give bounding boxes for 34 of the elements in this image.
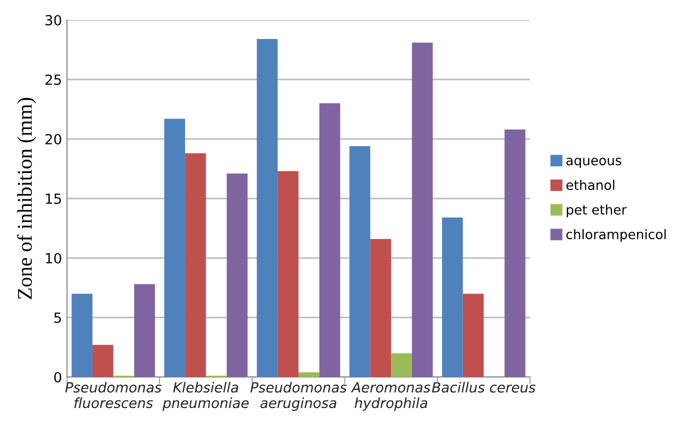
bar xyxy=(92,344,114,377)
x-tick-label: Pseudomonas fluorescens xyxy=(65,382,162,408)
y-tick-label: 10 xyxy=(46,252,62,264)
y-tick-label: 30 xyxy=(46,14,62,26)
legend-label: pet ether xyxy=(566,204,627,218)
bar xyxy=(298,372,320,377)
y-tick-label: 25 xyxy=(45,74,61,85)
bar xyxy=(256,39,278,377)
bar xyxy=(134,284,155,377)
bar xyxy=(278,171,298,377)
x-tick-label: Aeromonas hydrophila xyxy=(350,382,430,411)
bar xyxy=(504,129,526,377)
bar xyxy=(349,146,370,377)
bar xyxy=(462,294,484,377)
bar xyxy=(412,42,433,377)
y-tick-label: 15 xyxy=(46,194,61,204)
y-tick-label: 5 xyxy=(54,312,61,323)
bar xyxy=(164,118,186,377)
bar xyxy=(370,238,392,377)
bar xyxy=(442,218,463,377)
y-tick-label: 0 xyxy=(54,372,62,382)
legend-label: chlorampenicol xyxy=(566,229,666,242)
bar xyxy=(226,174,248,377)
legend-label: aqueous xyxy=(566,158,622,168)
bar xyxy=(319,103,340,377)
bar xyxy=(185,153,206,377)
legend-label: ethanol xyxy=(566,180,614,190)
x-tick-label: Pseudomonas aeruginosa xyxy=(250,382,347,411)
bar xyxy=(391,353,412,377)
x-tick-label: Klebsiella pneumoniae xyxy=(162,382,249,411)
y-tick-label: 20 xyxy=(45,134,62,144)
y-axis-title: Zone of inhibition (mm) xyxy=(17,98,36,300)
bar xyxy=(72,294,92,377)
x-tick-label: Bacillus cereus xyxy=(432,382,536,393)
